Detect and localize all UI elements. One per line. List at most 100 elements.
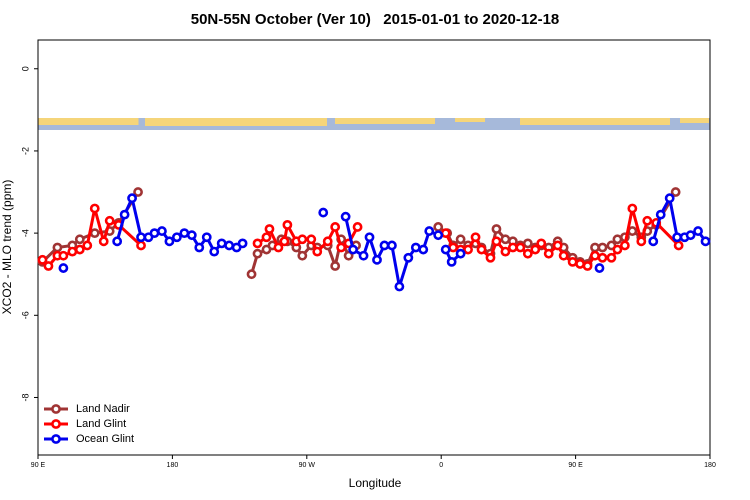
point (522, 248, 533, 259)
point (379, 240, 390, 251)
point (500, 234, 511, 245)
point (485, 252, 496, 263)
point (261, 232, 272, 243)
point (194, 242, 205, 253)
point (179, 228, 190, 239)
land-ocean-strip (38, 118, 710, 130)
point (440, 244, 451, 255)
point (597, 242, 608, 253)
point (594, 263, 605, 273)
point (348, 244, 358, 255)
point (685, 230, 696, 241)
point (74, 244, 85, 255)
point (455, 248, 466, 259)
point (89, 228, 100, 239)
point (670, 187, 681, 197)
point (133, 187, 143, 197)
point (340, 211, 351, 222)
point (470, 232, 481, 243)
point (642, 215, 653, 226)
y-tick-label: -2 (20, 147, 30, 155)
x-tick-label: 90 W (299, 462, 316, 469)
point (673, 240, 684, 251)
point (627, 226, 638, 236)
point (297, 234, 308, 245)
point (98, 236, 109, 247)
point (336, 242, 347, 253)
point (306, 234, 317, 245)
point (352, 222, 363, 232)
point (209, 246, 220, 257)
point (433, 222, 444, 232)
legend-label: Land Nadir (76, 403, 130, 415)
point (58, 263, 69, 273)
point (201, 232, 212, 243)
legend-marker (51, 419, 61, 429)
point (522, 238, 533, 249)
point (636, 236, 647, 247)
point (279, 236, 290, 247)
point (136, 240, 146, 251)
point (82, 240, 93, 251)
point (582, 261, 593, 271)
point (558, 250, 569, 261)
point (246, 269, 257, 280)
point (394, 281, 405, 292)
legend-label: Ocean Glint (76, 433, 134, 445)
point (418, 244, 429, 255)
point (655, 209, 666, 220)
y-tick-label: -8 (20, 393, 30, 401)
point (127, 193, 137, 204)
y-tick-label: -6 (20, 311, 30, 319)
point (252, 238, 263, 249)
point (164, 236, 175, 247)
point (358, 250, 369, 261)
point (119, 209, 130, 220)
point (575, 259, 585, 269)
point (149, 228, 160, 239)
legend-label: Land Glint (76, 418, 126, 430)
point (104, 215, 115, 226)
point (446, 256, 457, 267)
point (216, 238, 227, 249)
point (330, 222, 341, 232)
point (318, 207, 329, 218)
point (612, 244, 623, 255)
point (43, 261, 54, 271)
x-tick-label: 90 E (568, 462, 583, 469)
point (372, 254, 382, 265)
point (606, 252, 617, 263)
point (440, 228, 451, 239)
point (273, 242, 284, 253)
point (171, 232, 182, 243)
point (364, 232, 375, 243)
point (476, 244, 487, 255)
y-axis-label: XCO2 - MLO trend (ppm) (0, 180, 14, 315)
point (433, 230, 444, 241)
point (693, 226, 703, 236)
point (552, 240, 563, 251)
point (186, 230, 197, 241)
y-tick-label: 0 (20, 66, 30, 71)
point (37, 254, 48, 265)
x-tick-label: 90 E (31, 462, 46, 469)
point (237, 238, 248, 249)
point (136, 232, 146, 243)
point (424, 226, 435, 236)
point (297, 250, 308, 261)
point (515, 242, 526, 253)
point (448, 242, 459, 253)
point (530, 244, 541, 255)
point (157, 226, 167, 236)
point (89, 203, 100, 214)
point (619, 240, 630, 251)
point (312, 246, 323, 257)
chart-title: 50N-55N October (Ver 10) 2015-01-01 to 2… (191, 11, 560, 28)
point (491, 236, 502, 247)
point (664, 193, 675, 204)
point (74, 234, 85, 245)
point (536, 238, 547, 249)
point (58, 250, 69, 261)
point (543, 248, 554, 259)
